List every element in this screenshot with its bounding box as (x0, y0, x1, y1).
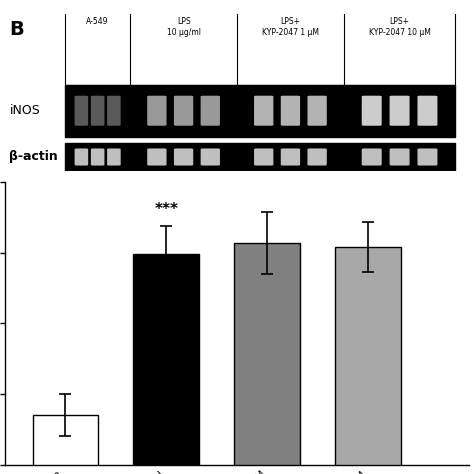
FancyBboxPatch shape (91, 148, 104, 165)
Bar (33, 415, 98, 465)
FancyBboxPatch shape (362, 148, 382, 165)
FancyBboxPatch shape (107, 96, 121, 126)
FancyBboxPatch shape (107, 148, 121, 165)
FancyBboxPatch shape (254, 148, 273, 165)
FancyBboxPatch shape (174, 96, 193, 126)
FancyBboxPatch shape (362, 96, 382, 126)
FancyBboxPatch shape (65, 143, 456, 171)
FancyBboxPatch shape (254, 96, 273, 126)
Text: LPS
10 μg/ml: LPS 10 μg/ml (166, 18, 201, 37)
FancyBboxPatch shape (201, 148, 220, 165)
Text: B: B (9, 20, 24, 39)
Text: iNOS: iNOS (9, 104, 40, 117)
FancyBboxPatch shape (418, 96, 438, 126)
Text: β-actin: β-actin (9, 151, 58, 164)
Bar (336, 247, 401, 465)
Text: LPS+
KYP-2047 10 μM: LPS+ KYP-2047 10 μM (369, 18, 430, 37)
Text: A-549: A-549 (86, 18, 109, 27)
FancyBboxPatch shape (201, 96, 220, 126)
Bar (134, 254, 199, 465)
FancyBboxPatch shape (390, 96, 410, 126)
FancyBboxPatch shape (174, 148, 193, 165)
Text: LPS+
KYP-2047 1 μM: LPS+ KYP-2047 1 μM (262, 18, 319, 37)
FancyBboxPatch shape (147, 148, 166, 165)
FancyBboxPatch shape (308, 96, 327, 126)
FancyBboxPatch shape (281, 148, 300, 165)
FancyBboxPatch shape (308, 148, 327, 165)
Bar (235, 243, 300, 465)
Text: ***: *** (155, 202, 178, 218)
FancyBboxPatch shape (281, 96, 300, 126)
FancyBboxPatch shape (65, 85, 456, 137)
FancyBboxPatch shape (91, 96, 104, 126)
FancyBboxPatch shape (147, 96, 166, 126)
FancyBboxPatch shape (74, 96, 88, 126)
FancyBboxPatch shape (418, 148, 438, 165)
FancyBboxPatch shape (390, 148, 410, 165)
FancyBboxPatch shape (74, 148, 88, 165)
